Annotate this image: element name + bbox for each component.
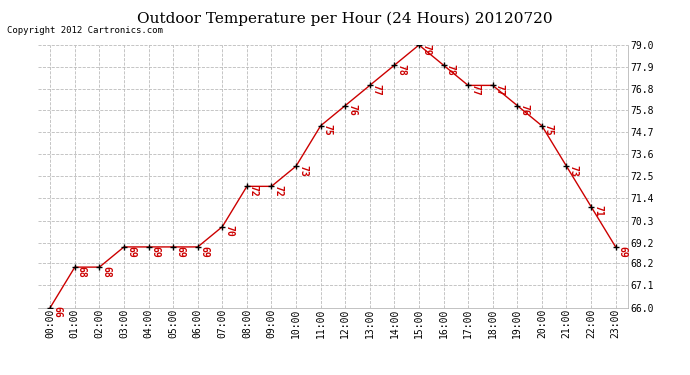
Text: 68: 68 (101, 266, 111, 278)
Text: Copyright 2012 Cartronics.com: Copyright 2012 Cartronics.com (7, 26, 163, 35)
Text: 69: 69 (199, 246, 210, 257)
Text: 75: 75 (323, 124, 333, 136)
Text: 69: 69 (175, 246, 185, 257)
Text: 72: 72 (273, 185, 284, 197)
Text: 70: 70 (224, 225, 234, 237)
Text: 69: 69 (150, 246, 161, 257)
Text: 76: 76 (520, 104, 529, 116)
Text: 72: 72 (249, 185, 259, 197)
Text: 71: 71 (593, 205, 603, 217)
Text: 69: 69 (618, 246, 627, 257)
Text: Temperature (°F): Temperature (°F) (519, 33, 613, 44)
Text: 77: 77 (495, 84, 504, 96)
Text: 76: 76 (347, 104, 357, 116)
Text: Outdoor Temperature per Hour (24 Hours) 20120720: Outdoor Temperature per Hour (24 Hours) … (137, 11, 553, 26)
Text: 79: 79 (421, 44, 431, 55)
Text: 73: 73 (298, 165, 308, 177)
Text: 73: 73 (569, 165, 578, 177)
Text: 77: 77 (372, 84, 382, 96)
Text: 78: 78 (446, 64, 455, 75)
Text: 69: 69 (126, 246, 136, 257)
Text: 78: 78 (396, 64, 406, 75)
Text: 66: 66 (52, 306, 62, 318)
Text: 77: 77 (470, 84, 480, 96)
Text: 68: 68 (77, 266, 87, 278)
Text: 75: 75 (544, 124, 554, 136)
